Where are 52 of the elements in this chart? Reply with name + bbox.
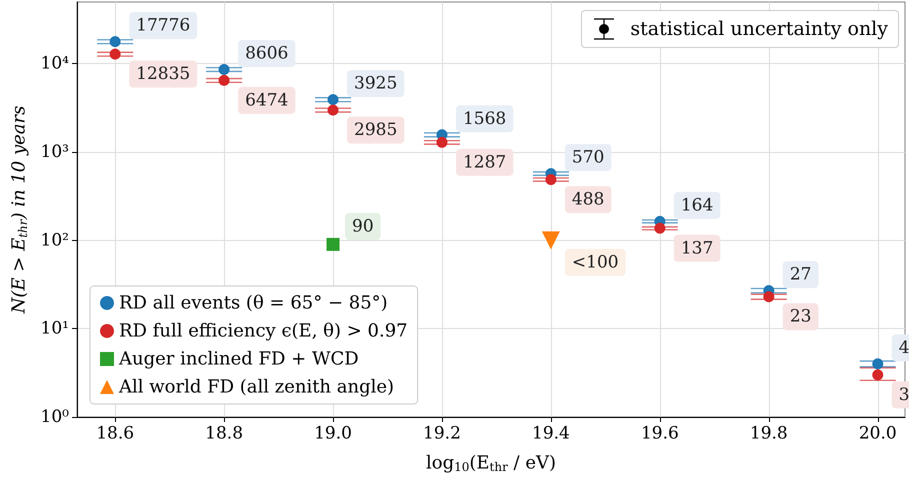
data-label: 164 — [680, 195, 714, 216]
data-label: 488 — [572, 190, 604, 210]
legend-label: RD full efficiency ϵ(E, θ) > 0.97 — [119, 320, 408, 342]
legend-label: All world FD (all zenith angle) — [118, 376, 394, 398]
legend-label: Auger inclined FD + WCD — [118, 348, 359, 370]
point — [436, 136, 448, 148]
data-label: 2985 — [354, 120, 398, 140]
x-tick-label: 18.6 — [96, 424, 134, 444]
point — [110, 36, 121, 48]
point — [328, 94, 339, 106]
data-label: 6474 — [245, 90, 288, 110]
x-axis-title: log10(Ethr / eV) — [426, 452, 556, 474]
x-tick-label: 19.2 — [423, 424, 461, 444]
point — [545, 174, 556, 186]
point — [654, 222, 666, 234]
point — [326, 238, 340, 251]
data-label: 1568 — [462, 108, 506, 129]
annotation: statistical uncertainty only — [630, 18, 888, 40]
x-tick-label: 18.8 — [205, 424, 244, 444]
y-tick-label: 10⁴ — [40, 54, 70, 74]
data-label: 27 — [790, 264, 812, 285]
data-label: 4 — [898, 338, 909, 358]
data-label: 137 — [680, 238, 714, 258]
y-tick-label: 10⁰ — [40, 407, 70, 427]
x-tick-label: 19.4 — [532, 424, 570, 444]
data-label: 8606 — [245, 43, 288, 64]
data-label: <100 — [572, 252, 619, 272]
data-label: 3 — [898, 384, 909, 405]
legend-label: RD all events (θ = 65° − 85°) — [119, 292, 388, 314]
point — [763, 291, 774, 302]
point — [110, 48, 121, 60]
x-tick-label: 19.0 — [314, 424, 352, 444]
x-tick-label: 19.6 — [640, 424, 679, 444]
data-label: 570 — [572, 148, 604, 168]
point — [542, 231, 560, 250]
data-label: 17776 — [136, 16, 190, 36]
point — [218, 64, 230, 75]
point — [872, 369, 884, 380]
data-label: 1287 — [462, 152, 506, 172]
point — [872, 358, 884, 370]
y-tick-label: 10³ — [40, 142, 69, 162]
point — [218, 74, 230, 86]
data-label: 23 — [790, 306, 812, 327]
data-label: 3925 — [354, 74, 398, 94]
y-tick-label: 10¹ — [40, 318, 69, 339]
y-axis-title: N(E > Ethr) in 10 years — [8, 106, 30, 314]
y-tick-label: 10² — [40, 230, 69, 250]
point — [328, 104, 339, 116]
data-label: 12835 — [136, 64, 190, 84]
data-label: 90 — [352, 216, 374, 236]
x-tick-label: 20.0 — [858, 424, 897, 444]
x-tick-label: 19.8 — [750, 424, 788, 444]
